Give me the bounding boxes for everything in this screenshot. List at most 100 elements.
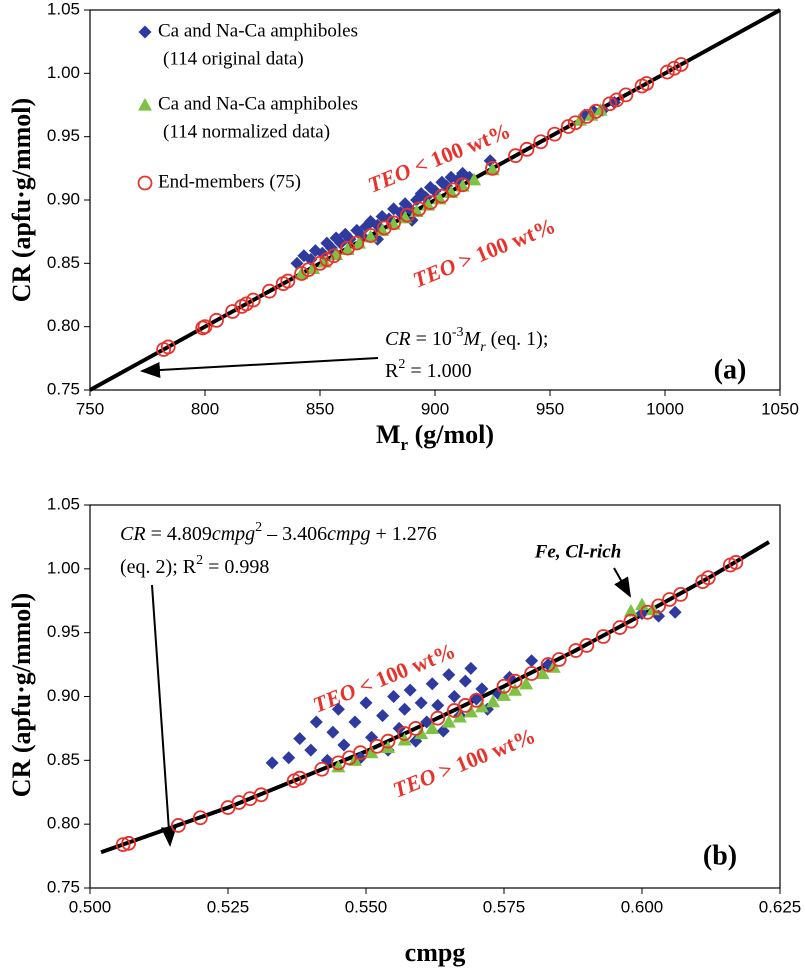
legend-label: End-members (75): [158, 171, 301, 192]
point: [253, 787, 269, 803]
point: [588, 103, 604, 119]
point: [414, 696, 428, 710]
r2-part: R: [385, 360, 399, 382]
point: [292, 770, 308, 786]
point: [475, 682, 489, 696]
point: [551, 652, 567, 667]
point: [386, 215, 402, 231]
point: [547, 126, 562, 142]
eq-part: (eq. 1);: [486, 328, 549, 350]
point: [455, 177, 471, 193]
eq-sup: 2: [255, 520, 262, 535]
point: [469, 692, 483, 706]
y-tick-label: 0.80: [47, 814, 80, 833]
point: [612, 620, 628, 635]
point: [447, 690, 461, 703]
point: [403, 683, 417, 697]
y-axis-title: CR (apfu·g/mmol): [7, 98, 36, 302]
y-tick-label: 0.90: [47, 189, 80, 208]
point: [340, 242, 355, 255]
point: [673, 586, 689, 602]
y-tick-label: 1.05: [47, 494, 80, 513]
x-axis-title: cmpg: [405, 938, 466, 967]
point: [359, 696, 373, 710]
point: [420, 715, 434, 729]
point: [399, 207, 415, 223]
point: [306, 261, 321, 274]
panel-label: (b): [703, 840, 737, 871]
point: [348, 715, 362, 729]
point: [197, 319, 213, 335]
eq-part: = 10: [411, 328, 452, 350]
point: [593, 103, 608, 116]
point: [192, 810, 208, 826]
point: [319, 252, 335, 267]
point: [331, 702, 345, 716]
y-axis-title: CR (apfu·g/mmol): [7, 593, 36, 797]
point: [639, 76, 654, 91]
point: [579, 638, 595, 653]
point: [121, 835, 137, 851]
eq-sub: r: [480, 340, 486, 355]
r2-sup: 2: [196, 553, 203, 568]
point: [245, 292, 261, 308]
point: [326, 248, 342, 264]
point: [422, 195, 438, 210]
legend-label: Ca and Na-Ca amphiboles: [158, 20, 358, 41]
x-tick-label: 800: [191, 399, 219, 418]
point: [209, 312, 224, 328]
point: [376, 709, 390, 723]
teo-high: TEO > 100 wt%: [409, 213, 559, 293]
r2-part: (eq. 2); R: [120, 556, 197, 578]
y-tick-label: 1.00: [47, 63, 80, 82]
r-squared: R2 = 1.000: [385, 357, 472, 382]
y-tick-label: 0.75: [47, 379, 80, 398]
point: [398, 210, 413, 224]
point: [623, 603, 638, 617]
point: [301, 262, 316, 278]
point: [497, 688, 511, 701]
point: [309, 715, 323, 729]
point: [425, 721, 440, 735]
eq-part: – 3.406: [262, 523, 327, 545]
point: [535, 666, 550, 680]
arrow: [151, 584, 177, 847]
panel-label: (a): [714, 354, 747, 385]
point: [431, 698, 445, 712]
point: [508, 683, 523, 696]
x-tick-label: 1000: [646, 399, 684, 418]
point: [170, 818, 186, 833]
point: [507, 673, 523, 689]
point: [312, 255, 328, 271]
point: [485, 162, 500, 176]
point: [463, 704, 478, 718]
point: [398, 702, 412, 716]
point: [666, 60, 682, 76]
x-title-part: (g/mol): [408, 420, 494, 449]
point: [408, 721, 424, 736]
point: [115, 837, 131, 852]
point: [659, 64, 675, 80]
point: [280, 273, 296, 289]
point: [430, 710, 446, 726]
x-tick-label: 850: [306, 399, 334, 418]
point: [561, 119, 576, 134]
x-tick-label: 0.525: [207, 897, 250, 916]
arrow: [613, 567, 631, 598]
x-tick-label: 0.550: [345, 897, 388, 916]
point: [353, 745, 368, 761]
point: [442, 668, 456, 682]
point: [485, 694, 500, 708]
point: [294, 266, 310, 281]
point: [375, 223, 390, 236]
point: [640, 604, 655, 620]
point: [508, 148, 523, 164]
point: [651, 598, 666, 614]
fit-line: [100, 540, 770, 855]
point: [317, 255, 332, 268]
point: [380, 733, 396, 749]
eq-part: + 1.276: [371, 523, 437, 545]
point: [364, 745, 379, 759]
point: [304, 743, 318, 757]
